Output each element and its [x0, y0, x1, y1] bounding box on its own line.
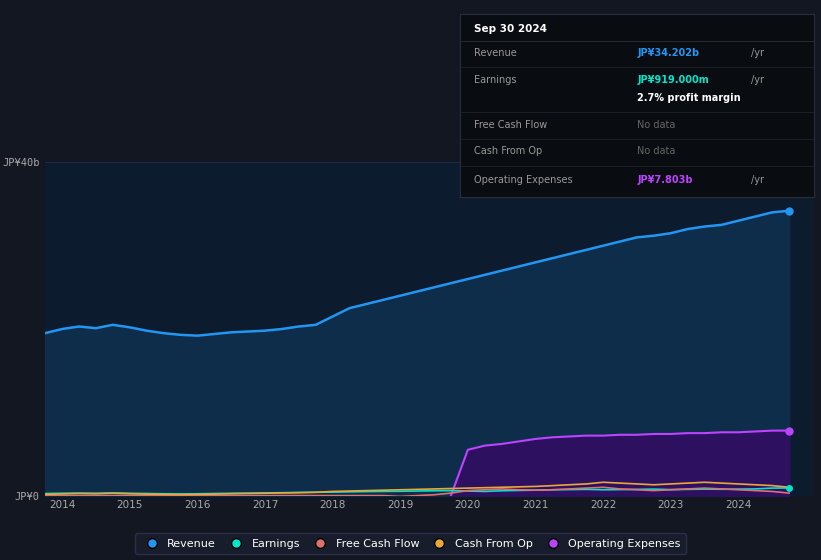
Text: /yr: /yr: [750, 48, 764, 58]
Legend: Revenue, Earnings, Free Cash Flow, Cash From Op, Operating Expenses: Revenue, Earnings, Free Cash Flow, Cash …: [135, 533, 686, 554]
Text: JP¥919.000m: JP¥919.000m: [637, 75, 709, 85]
Text: No data: No data: [637, 120, 676, 130]
Text: /yr: /yr: [750, 75, 764, 85]
Text: Sep 30 2024: Sep 30 2024: [474, 24, 547, 34]
Text: Cash From Op: Cash From Op: [474, 146, 542, 156]
Text: JP¥7.803b: JP¥7.803b: [637, 175, 693, 185]
Text: Operating Expenses: Operating Expenses: [474, 175, 572, 185]
Text: Free Cash Flow: Free Cash Flow: [474, 120, 548, 130]
Text: 2.7% profit margin: 2.7% profit margin: [637, 93, 741, 103]
Text: Earnings: Earnings: [474, 75, 516, 85]
Text: JP¥34.202b: JP¥34.202b: [637, 48, 699, 58]
Text: No data: No data: [637, 146, 676, 156]
Text: /yr: /yr: [750, 175, 764, 185]
Text: Revenue: Revenue: [474, 48, 516, 58]
